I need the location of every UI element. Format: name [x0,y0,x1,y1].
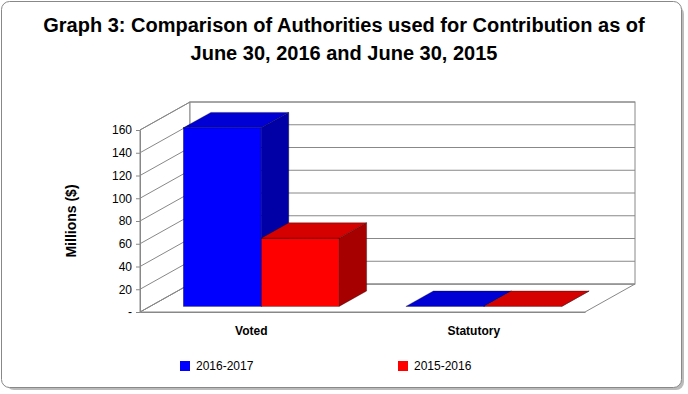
frame [2,2,682,388]
y-tick-mark [136,312,140,313]
y-tick-label: 100 [112,192,132,206]
grid [140,102,635,312]
y-tick: 80 [119,214,140,228]
bar-top [261,223,366,238]
y-tick-mark [136,198,140,199]
y-tick: 140 [112,146,140,160]
legend-swatch [398,361,408,371]
y-tick-mark [136,153,140,154]
x-tick-label: Voted [235,324,267,338]
title: Graph 3: Comparison of Authorities used … [43,14,645,64]
y-tick: 160 [112,123,140,137]
bar [484,291,589,306]
legend-label: 2016-2017 [196,359,254,373]
title-line: June 30, 2016 and June 30, 2015 [191,42,498,64]
bar-front [183,128,261,307]
y-tick: 60 [119,237,140,251]
y-axis-title: Millions ($) [63,184,79,257]
y-tick-label: 20 [119,283,133,297]
y-tick-label: 120 [112,169,132,183]
bar-top [183,112,288,127]
title-line: Graph 3: Comparison of Authorities used … [43,14,645,36]
bar-top [484,291,589,306]
legend-swatch [180,361,190,371]
y-tick-mark [136,267,140,268]
y-axis: - 20 40 60 80 100 120 140 160 [112,123,141,319]
y-tick-label: 60 [119,237,133,251]
x-tick: Voted [235,312,267,338]
legend: 2016-2017 2015-2016 [180,359,472,373]
y-tick-mark [136,176,140,177]
x-tick: Statutory [447,312,500,338]
y-tick-label: 160 [112,123,132,137]
y-tick: - [128,305,140,319]
y-tick: 40 [119,260,140,274]
grid-line [140,102,635,130]
bar [261,223,366,307]
y-tick-mark [136,289,140,290]
y-tick-mark [136,244,140,245]
y-tick: 20 [119,283,140,297]
y-tick-label: 40 [119,260,133,274]
x-axis: Voted Statutory [141,312,586,338]
y-tick-label: - [128,305,132,319]
y-tick-mark [136,130,140,131]
chart: Graph 3: Comparison of Authorities used … [0,0,688,394]
bar-front [261,238,339,306]
legend-label: 2015-2016 [414,359,472,373]
y-axis-line [140,131,141,313]
bars [183,112,589,306]
y-tick: 120 [112,169,140,183]
walls [140,102,635,312]
x-tick-label: Statutory [447,324,500,338]
y-tick: 100 [112,192,140,206]
y-tick-mark [136,221,140,222]
y-tick-label: 80 [119,214,133,228]
x-axis-line [141,312,586,313]
y-tick-label: 140 [112,146,132,160]
